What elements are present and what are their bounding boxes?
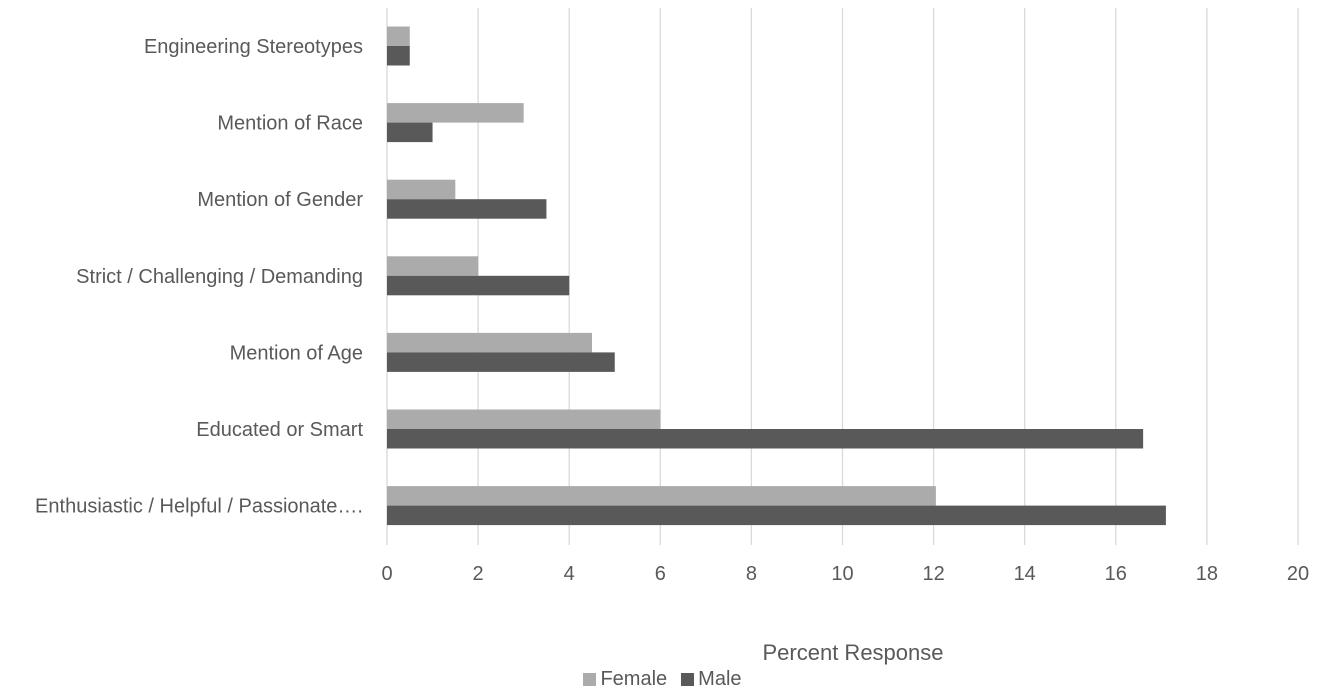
category-label-4: Mention of Age [230,342,363,364]
x-tick-label-2: 2 [473,563,484,585]
x-tick-label-6: 6 [655,563,666,585]
legend-label-female: Female [600,668,668,690]
bar-male-6 [387,505,1166,526]
legend-swatch-female [583,672,597,686]
category-label-2: Mention of Gender [197,189,363,211]
bar-male-0 [387,46,410,66]
x-tick-label-4: 4 [564,563,575,585]
bar-female-4 [387,332,592,353]
category-label-1: Mention of Race [217,113,363,135]
category-label-6: Enthusiastic / Helpful / Passionate…. [35,496,363,518]
legend-item-male: Male [681,668,742,690]
bar-male-5 [387,429,1144,449]
bar-female-6 [387,486,936,506]
x-tick-label-8: 8 [746,563,757,585]
x-tick-label-20: 20 [1287,563,1309,585]
x-tick-label-0: 0 [381,563,392,585]
legend-item-female: Female [583,669,667,689]
bar-female-1 [387,103,524,123]
bar-male-1 [387,122,433,143]
bar-female-0 [387,26,410,46]
bar-male-4 [387,352,615,372]
x-tick-label-16: 16 [1105,563,1127,585]
category-label-3: Strict / Challenging / Demanding [76,266,363,288]
bar-female-2 [387,179,456,200]
bar-female-5 [387,409,661,429]
x-tick-label-18: 18 [1196,563,1218,585]
bar-male-3 [387,275,570,296]
legend-label-male: Male [698,668,742,690]
category-label-5: Educated or Smart [196,419,363,441]
bar-female-3 [387,256,479,276]
x-tick-label-14: 14 [1014,563,1036,585]
bar-male-2 [387,199,547,219]
x-axis-title: Percent Response [763,640,944,665]
x-tick-label-10: 10 [831,563,853,585]
category-label-0: Engineering Stereotypes [144,36,363,58]
x-tick-label-12: 12 [922,563,944,585]
legend: Female Male [0,669,1325,689]
legend-swatch-male [681,672,695,686]
